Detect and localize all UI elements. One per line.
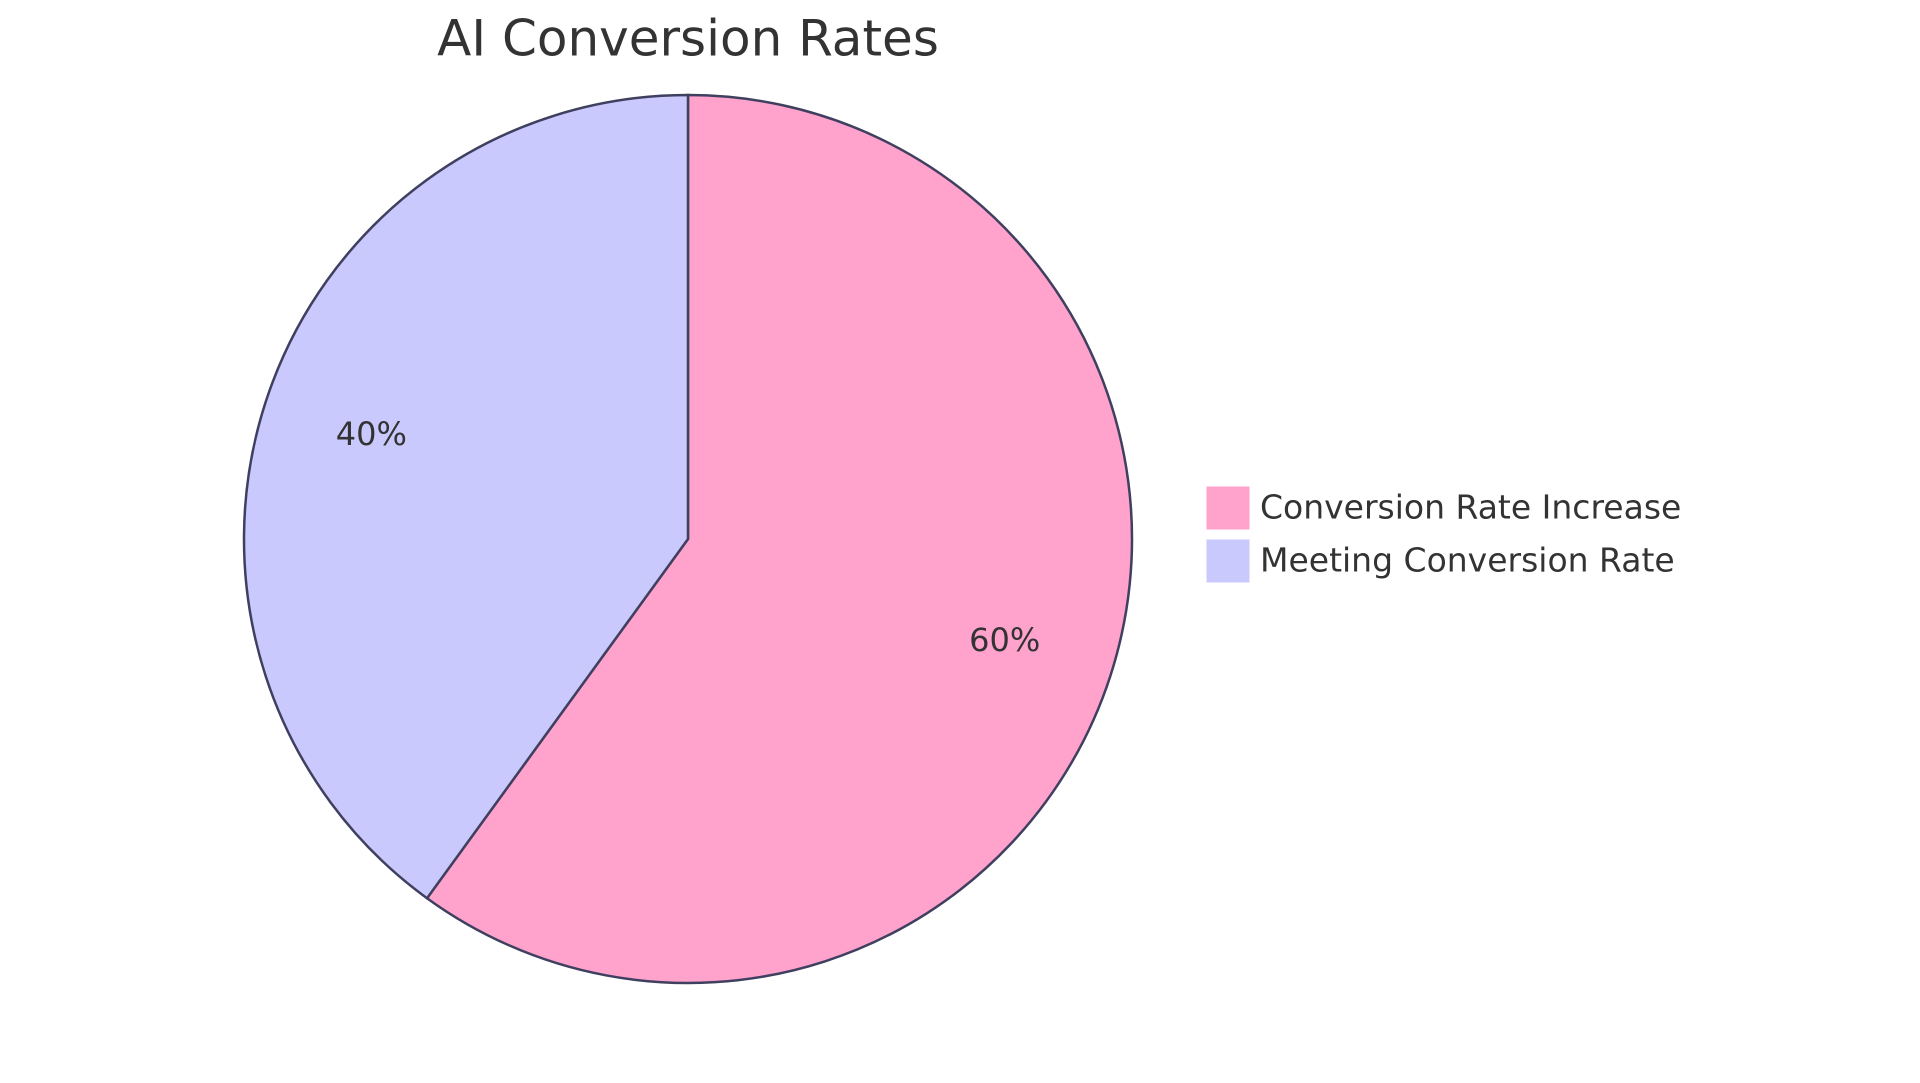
pie-slice (242, 93, 690, 900)
legend-label: Conversion Rate Increase (1260, 488, 1681, 527)
data-label: 60% (969, 621, 1040, 659)
data-label: 40% (336, 415, 407, 453)
legend-swatch (1205, 485, 1251, 531)
chart-title: AI Conversion Rates (437, 10, 939, 68)
legend-swatch (1205, 538, 1251, 584)
legend-label: Meeting Conversion Rate (1260, 541, 1675, 580)
pie-slice (425, 93, 1134, 985)
